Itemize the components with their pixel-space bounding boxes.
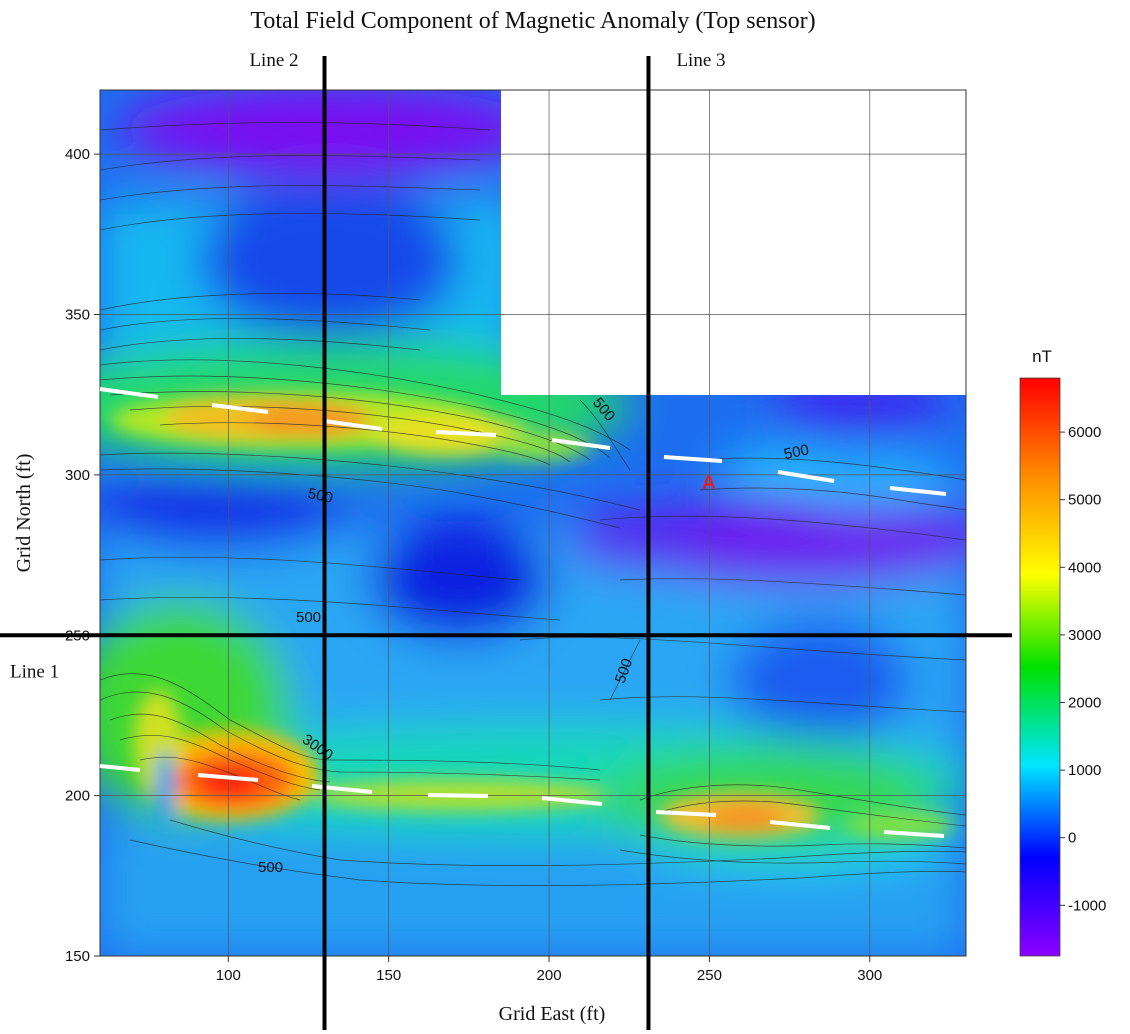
y-tick-label: 300 (65, 467, 90, 484)
no-data-region (501, 90, 966, 395)
colorbar-tick-label: 3000 (1068, 627, 1101, 644)
x-tick-label: 300 (857, 967, 882, 984)
y-axis-title: Grid North (ft) (13, 454, 35, 573)
y-tick-label: 150 (65, 948, 90, 965)
x-tick-label: 150 (376, 967, 401, 984)
survey-line-label: Line 1 (10, 661, 59, 682)
survey-line-label: Line 2 (249, 50, 298, 71)
contour-label: 500 (306, 485, 334, 507)
contour-label: 500 (782, 441, 810, 463)
colorbar-title: nT (1032, 347, 1052, 366)
colorbar: nT -1000 0 1000 2000 3000 4000 5000 6000 (1019, 347, 1106, 957)
x-axis-ticks: 100 150 200 250 300 (216, 956, 882, 984)
colorbar-tick-label: -1000 (1068, 897, 1106, 914)
contour-label: 500 (296, 609, 321, 626)
colorbar-tick-label: 5000 (1068, 492, 1101, 509)
colorbar-tick-label: 4000 (1068, 559, 1101, 576)
x-axis-title: Grid East (ft) (499, 1003, 606, 1025)
colorbar-tick-label: 1000 (1068, 762, 1101, 779)
colorbar-gradient (1019, 377, 1061, 957)
trend-dashes (99, 387, 947, 838)
colorbar-ticks: -1000 0 1000 2000 3000 4000 5000 6000 (1060, 424, 1106, 914)
chart-title: Total Field Component of Magnetic Anomal… (250, 8, 815, 34)
plot-frame (99, 89, 967, 957)
marker-label: A (702, 473, 716, 494)
x-tick-label: 200 (537, 967, 562, 984)
x-tick-label: 250 (697, 967, 722, 984)
colorbar-tick-label: 0 (1068, 830, 1076, 847)
survey-line-label: Line 3 (676, 50, 725, 71)
y-tick-label: 350 (65, 307, 90, 324)
survey-lines: Line 1 Line 2 Line 3 (0, 50, 1012, 1030)
y-axis-ticks: 150200250300350400 (65, 146, 100, 965)
colorbar-tick-label: 6000 (1068, 424, 1101, 441)
y-tick-label: 200 (65, 788, 90, 805)
colorbar-tick-label: 2000 (1068, 694, 1101, 711)
y-tick-label: 400 (65, 146, 90, 163)
contour-label: 500 (258, 859, 283, 876)
x-tick-label: 100 (216, 967, 241, 984)
contour-lines (100, 122, 966, 886)
